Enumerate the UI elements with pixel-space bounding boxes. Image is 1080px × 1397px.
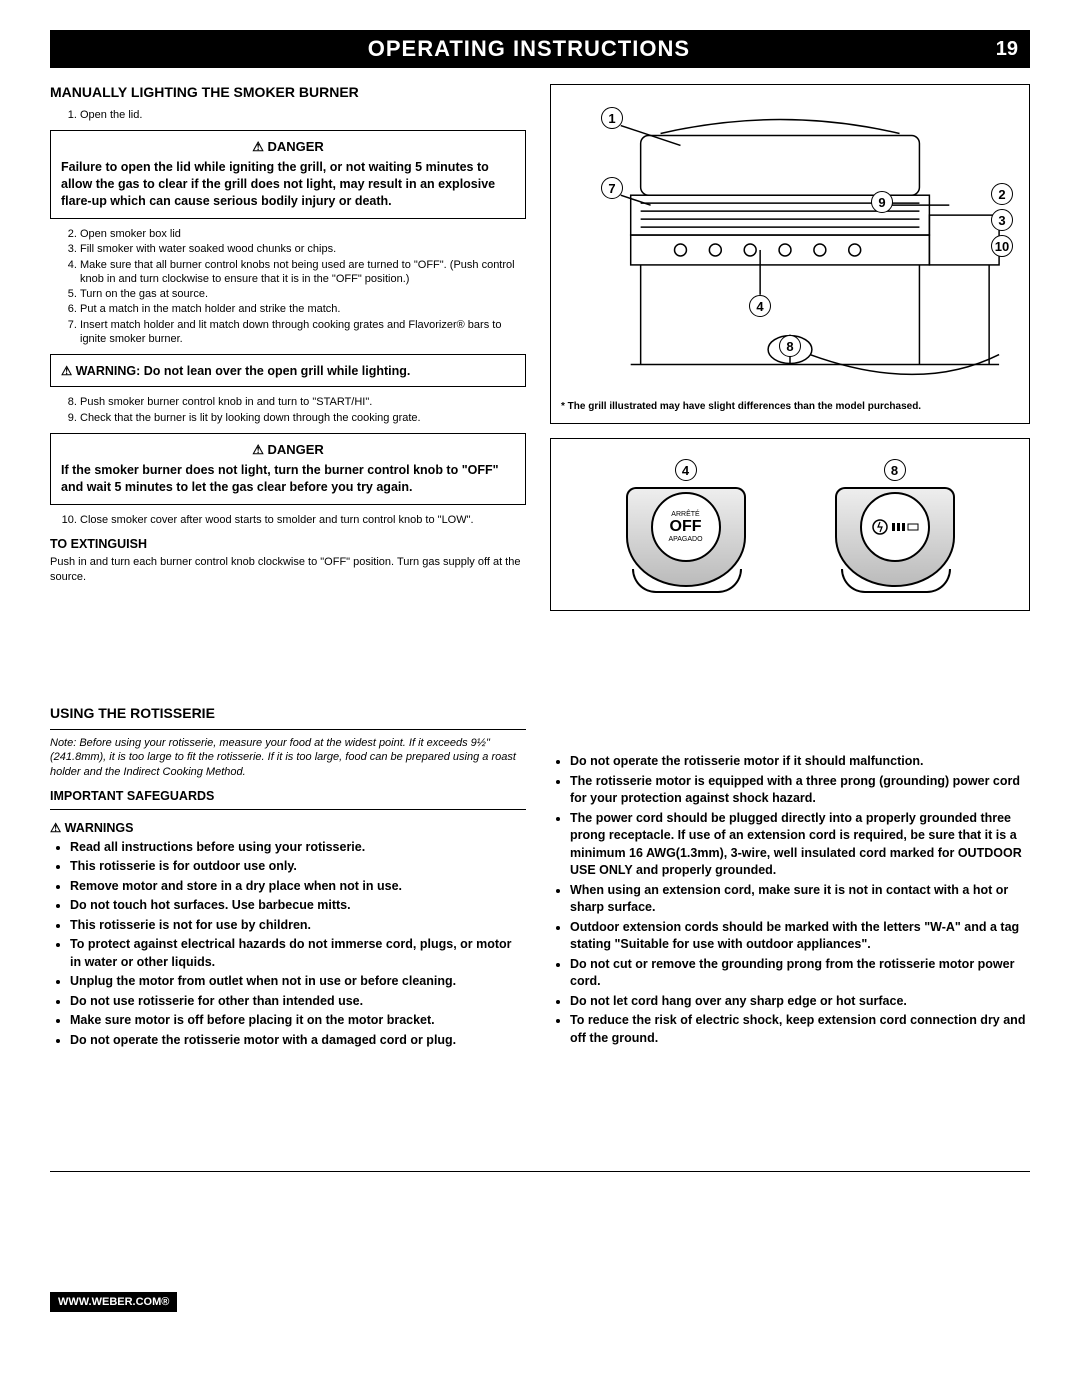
warning-item: This rotisserie is for outdoor use only. [70,858,526,876]
callout: 8 [779,335,801,357]
knob-label-off: OFF [670,518,702,536]
step-item: Open smoker box lid [80,227,526,241]
warning-item: The power cord should be plugged directl… [570,810,1030,880]
step-item: Push smoker burner control knob in and t… [80,395,526,409]
callout: 7 [601,177,623,199]
warning-item: Do not touch hot surfaces. Use barbecue … [70,897,526,915]
callout: 10 [991,235,1013,257]
warning-item: When using an extension cord, make sure … [570,882,1030,917]
warnings-list-left: Read all instructions before using your … [50,839,526,1050]
warning-item: Outdoor extension cords should be marked… [570,919,1030,954]
callout: 8 [884,459,906,481]
warning-item: Make sure motor is off before placing it… [70,1012,526,1030]
danger-box-2: ⚠ DANGER If the smoker burner does not l… [50,433,526,505]
safeguards-heading: IMPORTANT SAFEGUARDS [50,789,526,803]
grill-illustration: 1 7 9 2 3 10 4 8 * The grill illustrated… [550,84,1030,424]
illustration-column: 1 7 9 2 3 10 4 8 * The grill illustrated… [550,84,1030,625]
warning-item: Unplug the motor from outlet when not in… [70,973,526,991]
divider [50,729,526,730]
step-item: Insert match holder and lit match down t… [80,318,526,347]
step-item: Put a match in the match holder and stri… [80,302,526,316]
warning-item: Do not operate the rotisserie motor if i… [570,753,1030,771]
extinguish-body: Push in and turn each burner control kno… [50,555,526,585]
step-item: Check that the burner is lit by looking … [80,411,526,425]
top-section: MANUALLY LIGHTING THE SMOKER BURNER Open… [50,84,1030,625]
warning-item: Remove motor and store in a dry place wh… [70,878,526,896]
footer-url: WWW.WEBER.COM® [50,1292,177,1312]
section-heading: MANUALLY LIGHTING THE SMOKER BURNER [50,84,526,100]
warning-item: Do not let cord hang over any sharp edge… [570,993,1030,1011]
danger-box-1: ⚠ DANGER Failure to open the lid while i… [50,130,526,219]
header-bar: OPERATING INSTRUCTIONS 19 [50,30,1030,68]
callout: 4 [675,459,697,481]
knob-off: ARRÊTÉ OFF APAGADO [626,487,746,587]
warning-item: Do not use rotisserie for other than int… [70,993,526,1011]
steps-list-c: Push smoker burner control knob in and t… [50,395,526,425]
callout: 3 [991,209,1013,231]
callout: 9 [871,191,893,213]
page-number: 19 [996,38,1018,61]
steps-list-a: Open the lid. [50,108,526,122]
steps-list-d: Close smoker cover after wood starts to … [50,513,526,527]
footer: WWW.WEBER.COM® [50,1171,1030,1312]
warning-item: To reduce the risk of electric shock, ke… [570,1012,1030,1047]
warning-item: This rotisserie is not for use by childr… [70,917,526,935]
divider [50,809,526,810]
callout: 1 [601,107,623,129]
warning-inline-box: ⚠ WARNING: Do not lean over the open gri… [50,354,526,387]
warning-item: The rotisserie motor is equipped with a … [570,773,1030,808]
warning-item: To protect against electrical hazards do… [70,936,526,971]
callout: 4 [749,295,771,317]
danger-heading: ⚠ DANGER [61,442,515,458]
step-item: Turn on the gas at source. [80,287,526,301]
extinguish-heading: To Extinguish [50,537,526,551]
grill-diagram: 1 7 9 2 3 10 4 8 [561,95,1019,395]
warning-inline: ⚠ WARNING: Do not lean over the open gri… [61,364,410,378]
instructions-column: MANUALLY LIGHTING THE SMOKER BURNER Open… [50,84,526,625]
rotisserie-note: Note: Before using your rotisserie, meas… [50,736,526,779]
knob-illustration: 4 ARRÊTÉ OFF APAGADO 8 [550,438,1030,611]
step-item: Fill smoker with water soaked wood chunk… [80,242,526,256]
step-item: Open the lid. [80,108,526,122]
knob-label-bot: APAGADO [668,536,702,543]
rotisserie-heading: USING THE ROTISSERIE [50,705,526,721]
warnings-heading: ⚠ WARNINGS [50,820,526,835]
danger-heading: ⚠ DANGER [61,139,515,155]
knob-ignite [835,487,955,587]
warning-item: Do not cut or remove the grounding prong… [570,956,1030,991]
knob-label-top: ARRÊTÉ [671,511,699,518]
rotisserie-section: USING THE ROTISSERIE Note: Before using … [50,705,1030,1051]
illustration-note: * The grill illustrated may have slight … [561,401,1019,413]
step-item: Close smoker cover after wood starts to … [80,513,526,527]
step-item: Make sure that all burner control knobs … [80,258,526,287]
warnings-list-right: Do not operate the rotisserie motor if i… [550,753,1030,1047]
warning-item: Read all instructions before using your … [70,839,526,857]
danger-body: If the smoker burner does not light, tur… [61,462,515,496]
page-title: OPERATING INSTRUCTIONS [62,36,996,62]
ignite-icon [870,517,920,537]
callout: 2 [991,183,1013,205]
warning-item: Do not operate the rotisserie motor with… [70,1032,526,1050]
danger-body: Failure to open the lid while igniting t… [61,159,515,210]
steps-list-b: Open smoker box lid Fill smoker with wat… [50,227,526,346]
